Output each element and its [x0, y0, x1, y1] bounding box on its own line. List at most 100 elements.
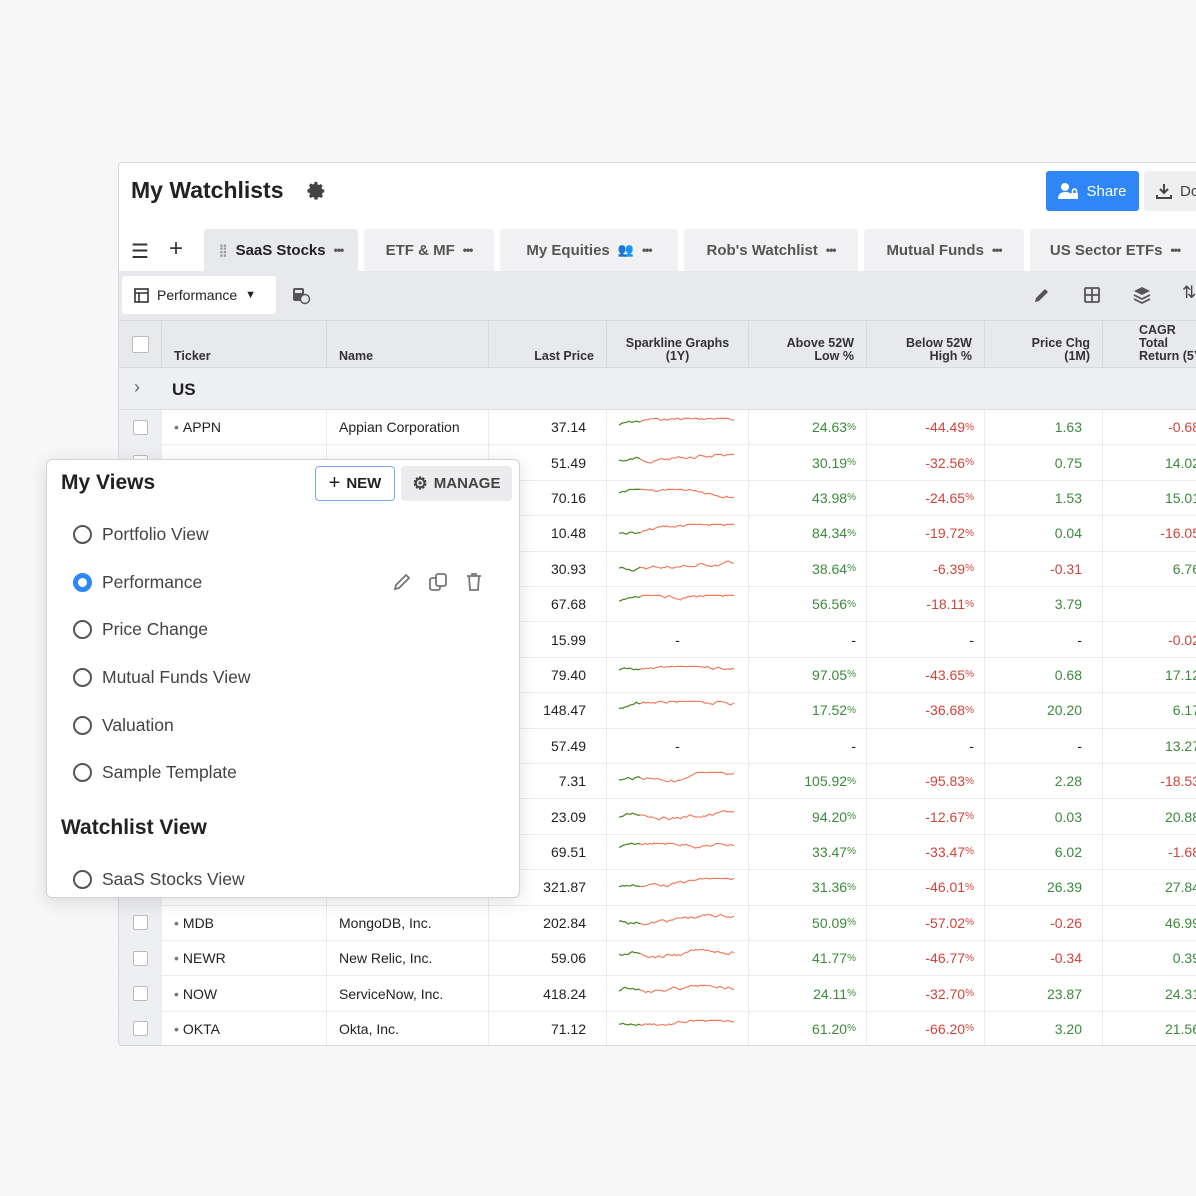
download-icon	[1156, 184, 1172, 199]
radio-selected[interactable]	[73, 573, 92, 592]
tab-saas-stocks[interactable]: ⣿ SaaS Stocks •••	[204, 229, 358, 271]
more-icon[interactable]: •••	[991, 243, 1003, 257]
manage-views-button[interactable]: ⚙ MANAGE	[401, 466, 512, 501]
tab-us-sector-etfs[interactable]: US Sector ETFs •••	[1030, 229, 1196, 271]
col-below-52w-high[interactable]: Below 52W High %	[866, 321, 984, 368]
drag-handle-icon[interactable]: ⣿	[218, 243, 228, 257]
layout-icon	[134, 287, 149, 303]
radio[interactable]	[73, 716, 92, 735]
radio[interactable]	[73, 763, 92, 782]
table-row[interactable]: • NEWR New Relic, Inc. 59.06 41.77% -46.77% -0…	[119, 941, 1196, 977]
view-option-valuation[interactable]: Valuation	[73, 715, 174, 736]
value: -	[851, 737, 856, 754]
save-view-icon[interactable]	[291, 285, 311, 305]
value: -	[969, 631, 974, 648]
tab-mutual-funds[interactable]: Mutual Funds •••	[864, 229, 1024, 271]
edit-icon[interactable]	[391, 571, 413, 593]
radio[interactable]	[73, 620, 92, 639]
cagr-cell: -1.68	[1102, 834, 1196, 870]
col-price-chg[interactable]: Price Chg (1M)	[984, 321, 1102, 368]
more-icon[interactable]: •••	[462, 243, 474, 257]
cagr-cell: -0.02	[1102, 622, 1196, 657]
my-views-popup: My Views + NEW ⚙ MANAGE Portfolio View Per…	[46, 459, 520, 898]
col-cagr[interactable]: CAGR Total Return (5Y)	[1102, 321, 1196, 368]
row-checkbox[interactable]	[119, 976, 161, 1011]
col-sparkline[interactable]: Sparkline Graphs (1Y)	[606, 321, 748, 368]
chevron-right-icon[interactable]: ›	[134, 377, 140, 397]
col-ticker[interactable]: Ticker	[161, 321, 326, 368]
table-row[interactable]: • APPN Appian Corporation 37.14 24.63% -44.49…	[119, 410, 1196, 446]
view-option-mutual-funds[interactable]: Mutual Funds View	[73, 667, 251, 688]
more-icon[interactable]: •••	[1170, 243, 1181, 257]
ticker-cell[interactable]: • NOW	[161, 976, 326, 1011]
col-above-52w-low[interactable]: Above 52W Low %	[748, 321, 866, 368]
table-row[interactable]: • MDB MongoDB, Inc. 202.84 50.09% -57.02% -0.2…	[119, 905, 1196, 941]
view-label: Performance	[102, 572, 203, 592]
tab-etf-mf[interactable]: ETF & MF •••	[364, 229, 494, 271]
group-row-us[interactable]: › US	[119, 368, 1196, 410]
above-low-cell: 56.56%	[748, 587, 866, 622]
new-view-button[interactable]: + NEW	[315, 466, 395, 501]
popup-title: My Views	[61, 471, 156, 494]
col-name[interactable]: Name	[326, 321, 488, 368]
value: -19.72	[925, 525, 966, 542]
view-selector[interactable]: Performance ▼	[122, 276, 276, 314]
value: -	[969, 737, 974, 754]
trash-icon[interactable]	[463, 571, 485, 593]
below-high-cell: -12.67%	[866, 799, 984, 834]
cagr-cell: 20.88	[1102, 799, 1196, 834]
cagr-cell: -16.05	[1102, 516, 1196, 551]
radio[interactable]	[73, 668, 92, 687]
price-chg-cell: 0.68	[984, 657, 1102, 693]
value: -12.67	[925, 808, 966, 825]
shared-users-icon: 👥	[617, 242, 634, 257]
view-option-sample-template[interactable]: Sample Template	[73, 762, 237, 783]
row-checkbox[interactable]	[119, 905, 161, 940]
view-option-performance[interactable]: Performance	[73, 572, 202, 593]
price-chg-cell: 23.87	[984, 976, 1102, 1011]
table-row[interactable]: • NOW ServiceNow, Inc. 418.24 24.11% -32.70% 2…	[119, 976, 1196, 1012]
col-last-price[interactable]: Last Price	[488, 321, 606, 368]
ticker-cell[interactable]: • OKTA	[161, 1011, 326, 1045]
download-button[interactable]: Do	[1144, 171, 1196, 211]
duplicate-icon[interactable]	[427, 571, 449, 593]
view-option-price-change[interactable]: Price Change	[73, 619, 208, 640]
price-chg-cell: 2.28	[984, 764, 1102, 799]
row-checkbox[interactable]	[119, 1011, 161, 1045]
sparkline-cell	[606, 693, 748, 728]
page-title: My Watchlists	[131, 177, 284, 203]
radio[interactable]	[73, 525, 92, 544]
gear-icon[interactable]	[305, 180, 327, 202]
grid-icon[interactable]	[1082, 285, 1102, 305]
above-low-cell: 50.09%	[748, 905, 866, 940]
radio[interactable]	[73, 870, 92, 889]
ticker-cell[interactable]: • APPN	[161, 410, 326, 445]
tab-robs-watchlist[interactable]: Rob's Watchlist •••	[684, 229, 858, 271]
add-tab-icon[interactable]: +	[169, 235, 184, 262]
more-icon[interactable]: •••	[333, 243, 345, 257]
table-row[interactable]: • OKTA Okta, Inc. 71.12 61.20% -66.20% 3.20 21.…	[119, 1011, 1196, 1045]
ticker-cell[interactable]: • NEWR	[161, 941, 326, 976]
select-all-checkbox[interactable]	[119, 321, 161, 368]
sparkline	[619, 560, 735, 572]
last-price-cell: 418.24	[488, 976, 606, 1011]
menu-icon[interactable]: ☰	[131, 241, 149, 263]
view-option-portfolio[interactable]: Portfolio View	[73, 524, 209, 545]
value: 33.47	[812, 843, 848, 860]
more-icon[interactable]: •••	[641, 243, 653, 257]
below-high-cell: -43.65%	[866, 657, 984, 693]
ticker-cell[interactable]: • MDB	[161, 905, 326, 940]
row-checkbox[interactable]	[119, 941, 161, 976]
share-button[interactable]: Share	[1046, 171, 1139, 211]
more-icon[interactable]: •••	[825, 243, 837, 257]
watchlist-view-heading: Watchlist View	[61, 816, 207, 839]
view-option-saas-stocks[interactable]: SaaS Stocks View	[73, 869, 245, 890]
sort-icon[interactable]: ⇅	[1182, 283, 1196, 302]
pencil-icon[interactable]	[1032, 285, 1052, 305]
tab-my-equities[interactable]: My Equities 👥 •••	[500, 229, 678, 271]
view-label: Valuation	[102, 715, 174, 735]
above-low-cell: 24.63%	[748, 410, 866, 445]
row-checkbox[interactable]	[119, 410, 161, 445]
layers-icon[interactable]	[1132, 285, 1152, 305]
sparkline-cell	[606, 905, 748, 940]
